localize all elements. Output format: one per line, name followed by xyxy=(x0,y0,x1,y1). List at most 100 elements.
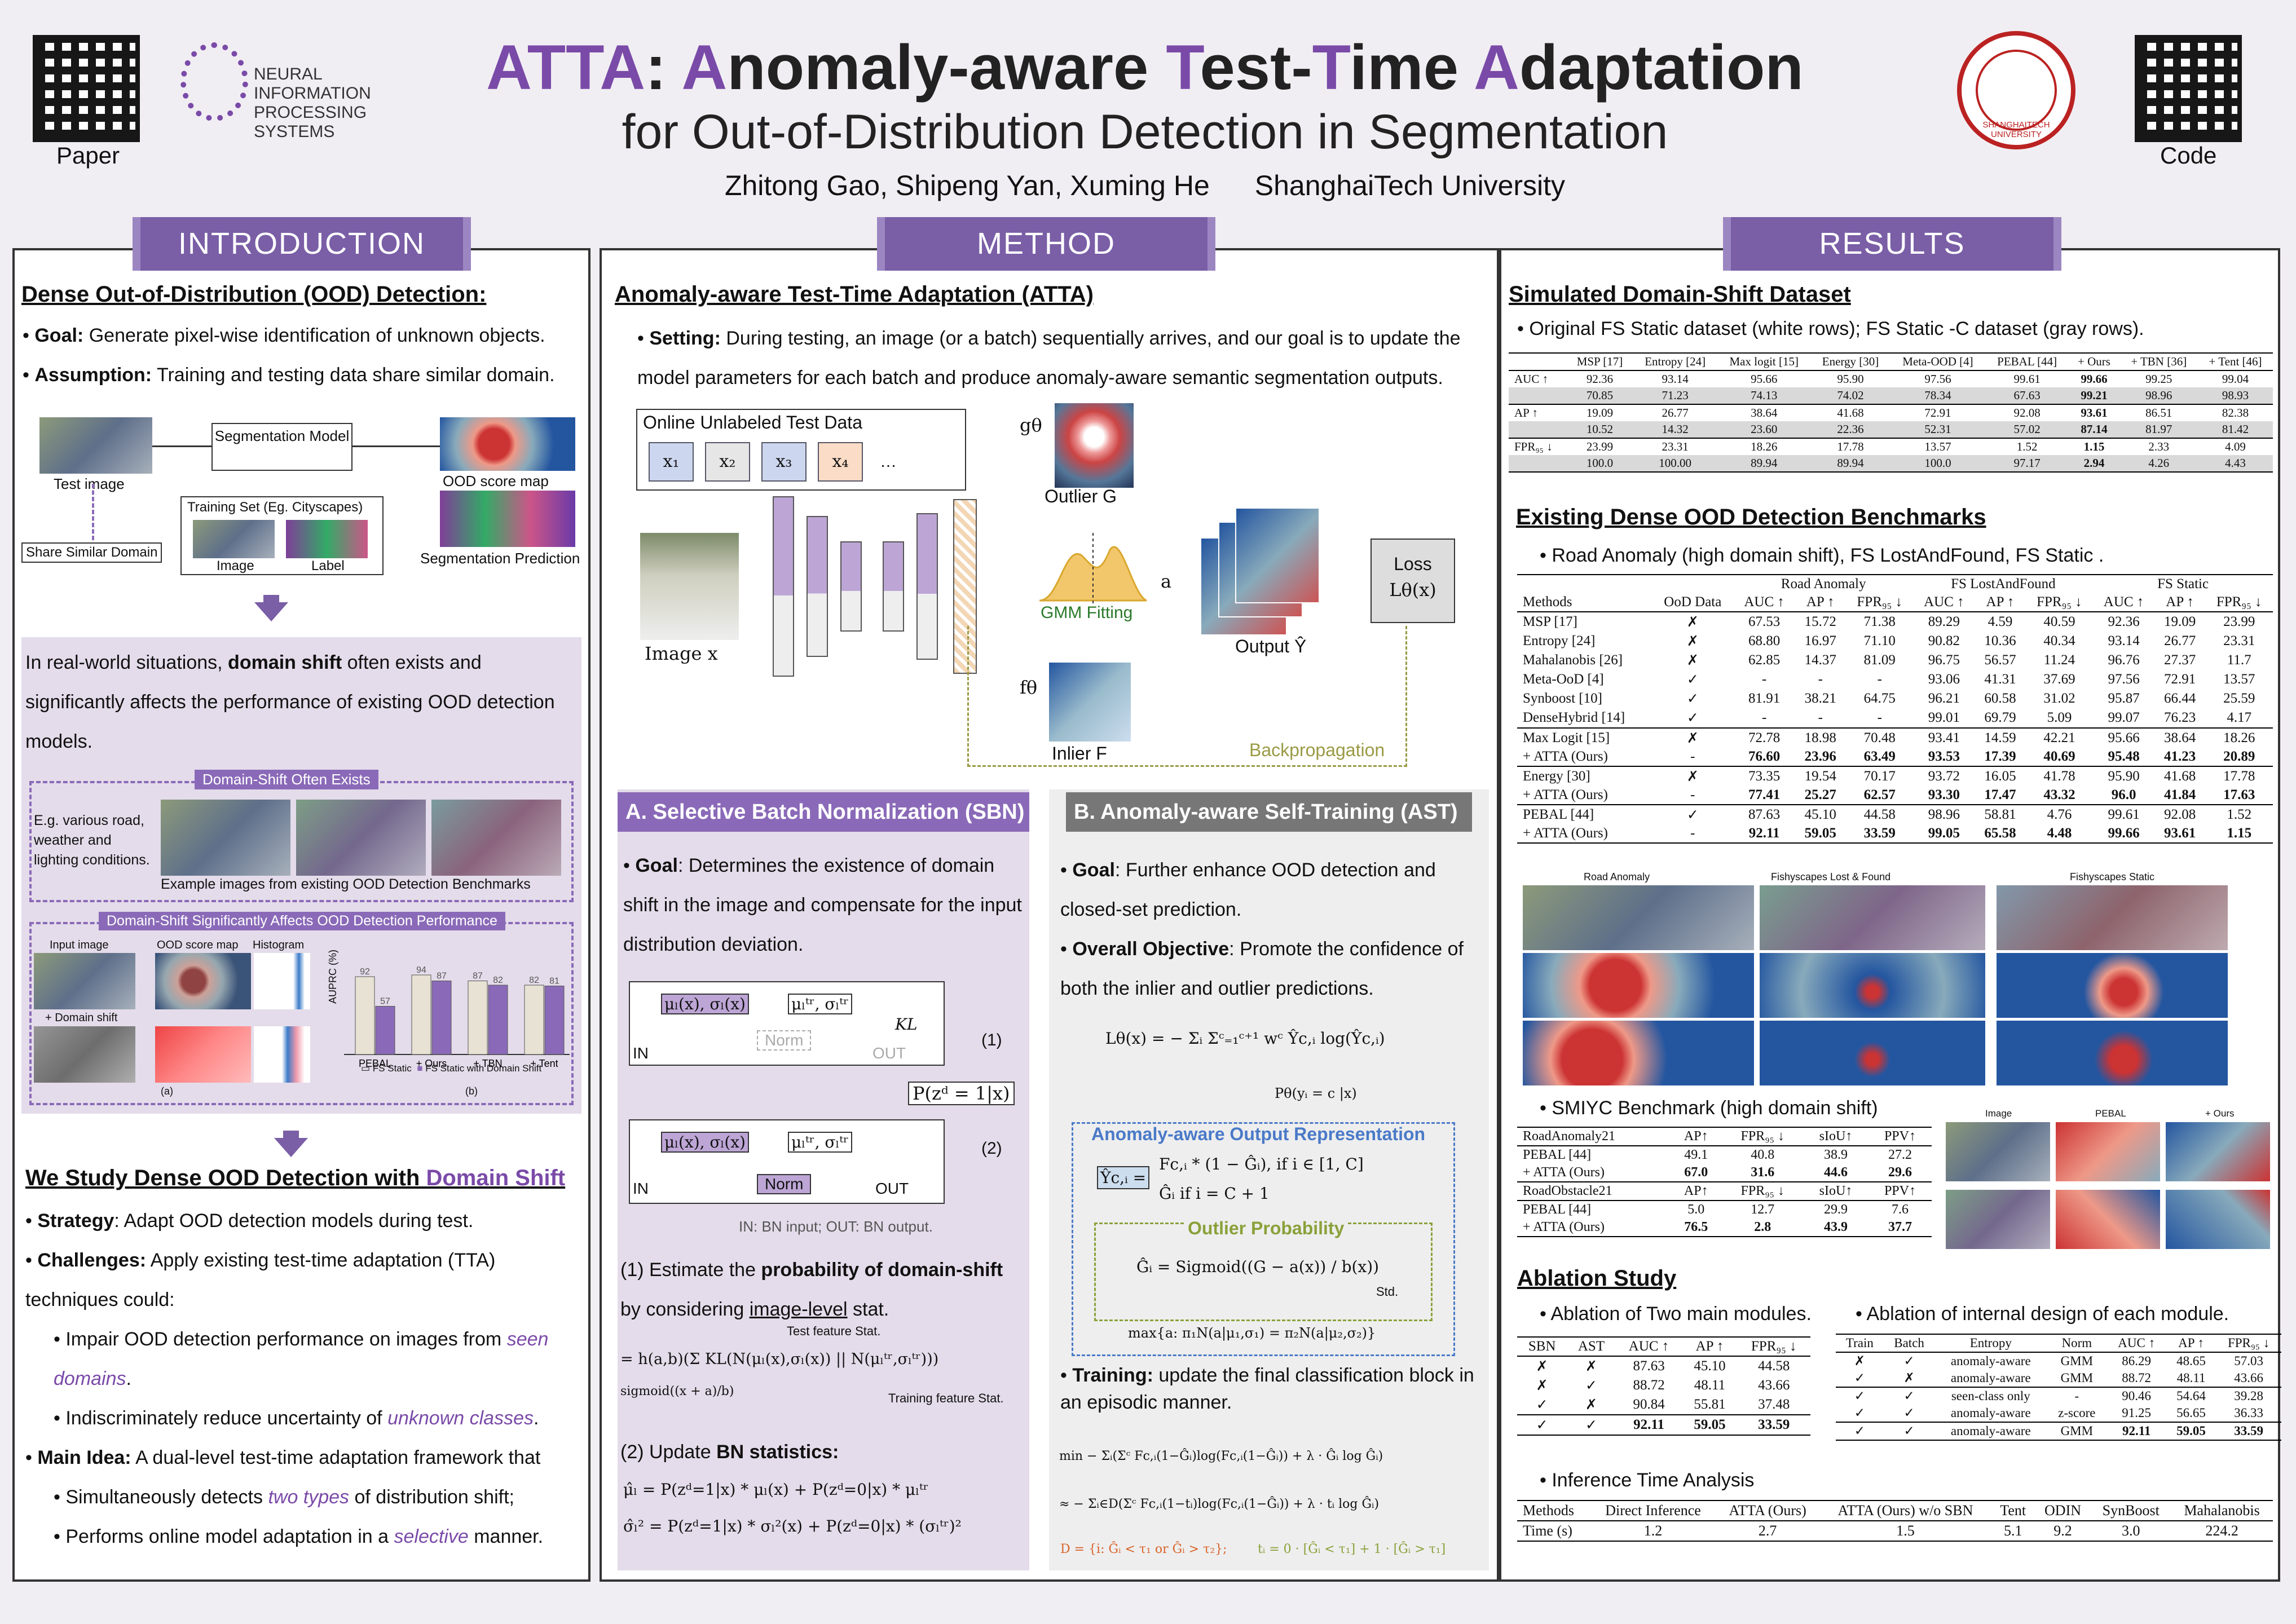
table-cell: ✓ xyxy=(1686,807,1699,823)
table-cell: ✓ xyxy=(1854,1406,1866,1420)
online-data-label: Online Unlabeled Test Data xyxy=(643,412,862,433)
auprc-bar-chart: 92 57 PEBAL 94 87 + Ours 87 82 + TBN 82 81 + Tent xyxy=(344,965,570,1069)
table-row: ✓ ✓ anomaly-aware GMM 92.11 59.05 33.59 xyxy=(1836,1422,2281,1440)
authors-line: Zhitong Gao, Shipeng Yan, Xuming He Shang… xyxy=(395,169,1895,202)
code-qr-label: Code xyxy=(2160,142,2217,169)
chart-bar xyxy=(544,986,565,1055)
table-cell: 19.54 xyxy=(1804,769,1836,784)
sbn1-kl: KL xyxy=(895,1015,918,1034)
table-cell: 25.27 xyxy=(1804,787,1836,802)
table-cell: 4.17 xyxy=(2227,710,2252,725)
chart-bar xyxy=(524,985,544,1055)
table-cell: 48.11 xyxy=(2176,1371,2206,1385)
code-qr-code[interactable] xyxy=(2135,35,2242,142)
strategy-bullet: • Strategy: Adapt OOD detection models d… xyxy=(25,1210,474,1232)
training-eq-2: ≈ − Σᵢ∈D(Σᶜ Fc,ᵢ(1−tᵢ)log(Fc,ᵢ(1−Ĝᵢ)) + … xyxy=(1059,1497,1380,1511)
table-cell: 89.94 xyxy=(1751,456,1778,470)
table-cell: - xyxy=(1877,710,1882,725)
chart-data-label: 87 xyxy=(473,972,483,981)
vis-fslf-image xyxy=(1760,885,1985,950)
flow-arrow xyxy=(254,602,288,621)
table-cell: 26.77 xyxy=(1662,406,1689,420)
table-row: ✓ ✓ seen-class only - 90.46 54.64 39.28 xyxy=(1836,1387,2281,1405)
loss-box: Loss Lθ(x) xyxy=(1370,539,1455,623)
ast-goal-label: Goal xyxy=(1072,859,1115,881)
table-cell: 99.04 xyxy=(2222,372,2249,386)
table-cell: 36.33 xyxy=(2234,1406,2263,1420)
paper-qr-code[interactable] xyxy=(33,35,140,142)
sbn-step-2: (2) Update BN statistics: xyxy=(620,1432,1026,1472)
neurips-text: NEURAL INFORMATION PROCESSING SYSTEMS xyxy=(254,65,371,141)
chart-data-label: 81 xyxy=(549,977,559,986)
table-cell: 92.36 xyxy=(2108,614,2140,629)
table-cell: 14.37 xyxy=(1804,652,1836,668)
table-cell: FS Static xyxy=(2157,576,2209,592)
table-row: ✓ ✗ anomaly-aware GMM 88.72 48.11 43.66 xyxy=(1836,1370,2281,1387)
i1-text: Simultaneously detects xyxy=(65,1486,268,1508)
table-cell: 96.0 xyxy=(2111,787,2136,802)
table-cell: Train xyxy=(1845,1336,1874,1350)
chart-data-label: 87 xyxy=(437,972,447,981)
table-cell: 2.8 xyxy=(1754,1220,1771,1234)
table-cell: 96.76 xyxy=(2108,652,2140,668)
table-cell: 60.58 xyxy=(1984,691,2016,706)
table-cell: 92.08 xyxy=(2164,807,2196,822)
table-cell: AP ↑ xyxy=(2166,594,2194,610)
ast-goal-text: : Further enhance OOD detection and clos… xyxy=(1060,859,1436,920)
table-cell: 95.66 xyxy=(1751,372,1778,386)
setting-label: Setting: xyxy=(649,328,721,349)
table-cell: 10.52 xyxy=(1586,422,1614,436)
sbn-path-1: (1) xyxy=(981,1031,1002,1049)
title-part: A xyxy=(1474,32,1519,103)
table-row: Mahalanobis [26] ✗ 62.85 14.37 81.09 96.75 56.… xyxy=(1517,651,2273,670)
table-cell: 65.58 xyxy=(1984,826,2016,841)
table-cell: AUC ↑ xyxy=(2103,594,2144,610)
encoder-layer-1 xyxy=(773,496,794,677)
table-cell: 69.79 xyxy=(1984,710,2016,725)
table-cell: 38.64 xyxy=(1751,406,1778,420)
table-cell: 99.66 xyxy=(2108,826,2140,841)
table-cell: 59.05 xyxy=(2176,1424,2206,1438)
table-cell: 25.59 xyxy=(2223,691,2255,706)
table-cell: AST xyxy=(1577,1339,1605,1354)
sbn-legend: IN: BN input; OUT: BN output. xyxy=(739,1218,933,1235)
benchmark-image-1 xyxy=(161,800,290,876)
table-cell: 70.85 xyxy=(1586,389,1614,402)
i1-italic: two types xyxy=(268,1486,350,1508)
table-cell: 23.60 xyxy=(1751,422,1778,436)
table-cell: 5.1 xyxy=(2003,1522,2022,1539)
chart-bar xyxy=(355,976,375,1055)
output-rep-box xyxy=(1072,1122,1455,1356)
chart-bar xyxy=(431,981,452,1055)
table-cell: 92.08 xyxy=(2013,406,2041,420)
table-cell: 15.72 xyxy=(1804,614,1836,629)
main-idea-bullet: • Main Idea: A dual-level test-time adap… xyxy=(25,1447,541,1468)
table-row: AP ↑ 19.09 26.77 38.64 41.68 72.91 92.08 93.61 8… xyxy=(1509,404,2273,421)
table-cell: Energy [30] xyxy=(1822,355,1879,368)
goal-bullet: • Goal: Generate pixel-wise identificati… xyxy=(23,325,545,346)
table-cell: FS LostAndFound xyxy=(1951,576,2056,592)
table-cell: 13.57 xyxy=(2223,672,2255,687)
table-cell: ATTA (Ours) w/o SBN xyxy=(1837,1502,1973,1519)
seg-prediction-label: Segmentation Prediction xyxy=(420,550,580,567)
title-part: daptation xyxy=(1519,32,1804,103)
image-caption: Image xyxy=(217,558,254,573)
std-label: Std. xyxy=(1376,1285,1399,1299)
title-part: est- xyxy=(1200,32,1312,103)
table-cell: 54.64 xyxy=(2176,1389,2206,1403)
sbn-goal-label: Goal xyxy=(635,855,678,876)
table-cell: 92.11 xyxy=(1633,1417,1665,1432)
table-cell: 78.34 xyxy=(1924,389,1951,402)
table-cell: - xyxy=(1761,672,1767,687)
decoder-layer-1 xyxy=(883,541,904,632)
training-set-box: Training Set (Eg. Cityscapes) Image Labe… xyxy=(180,496,384,575)
table-cell: 38.21 xyxy=(1804,691,1836,706)
table-cell: 27.2 xyxy=(1888,1148,1912,1162)
table-cell: ✓ xyxy=(1854,1371,1866,1385)
output-rep-case-2: Ĝᵢ if i = C + 1 xyxy=(1159,1184,1270,1203)
abl2-text: Ablation of internal design of each modu… xyxy=(1866,1303,2229,1325)
table-cell: 98.96 xyxy=(1928,807,1960,822)
chart-bar xyxy=(468,981,488,1055)
table-row: Energy [30] ✗ 73.35 19.54 70.17 93.72 16.05 41.… xyxy=(1517,766,2273,786)
table-cell: 81.42 xyxy=(2222,422,2249,436)
